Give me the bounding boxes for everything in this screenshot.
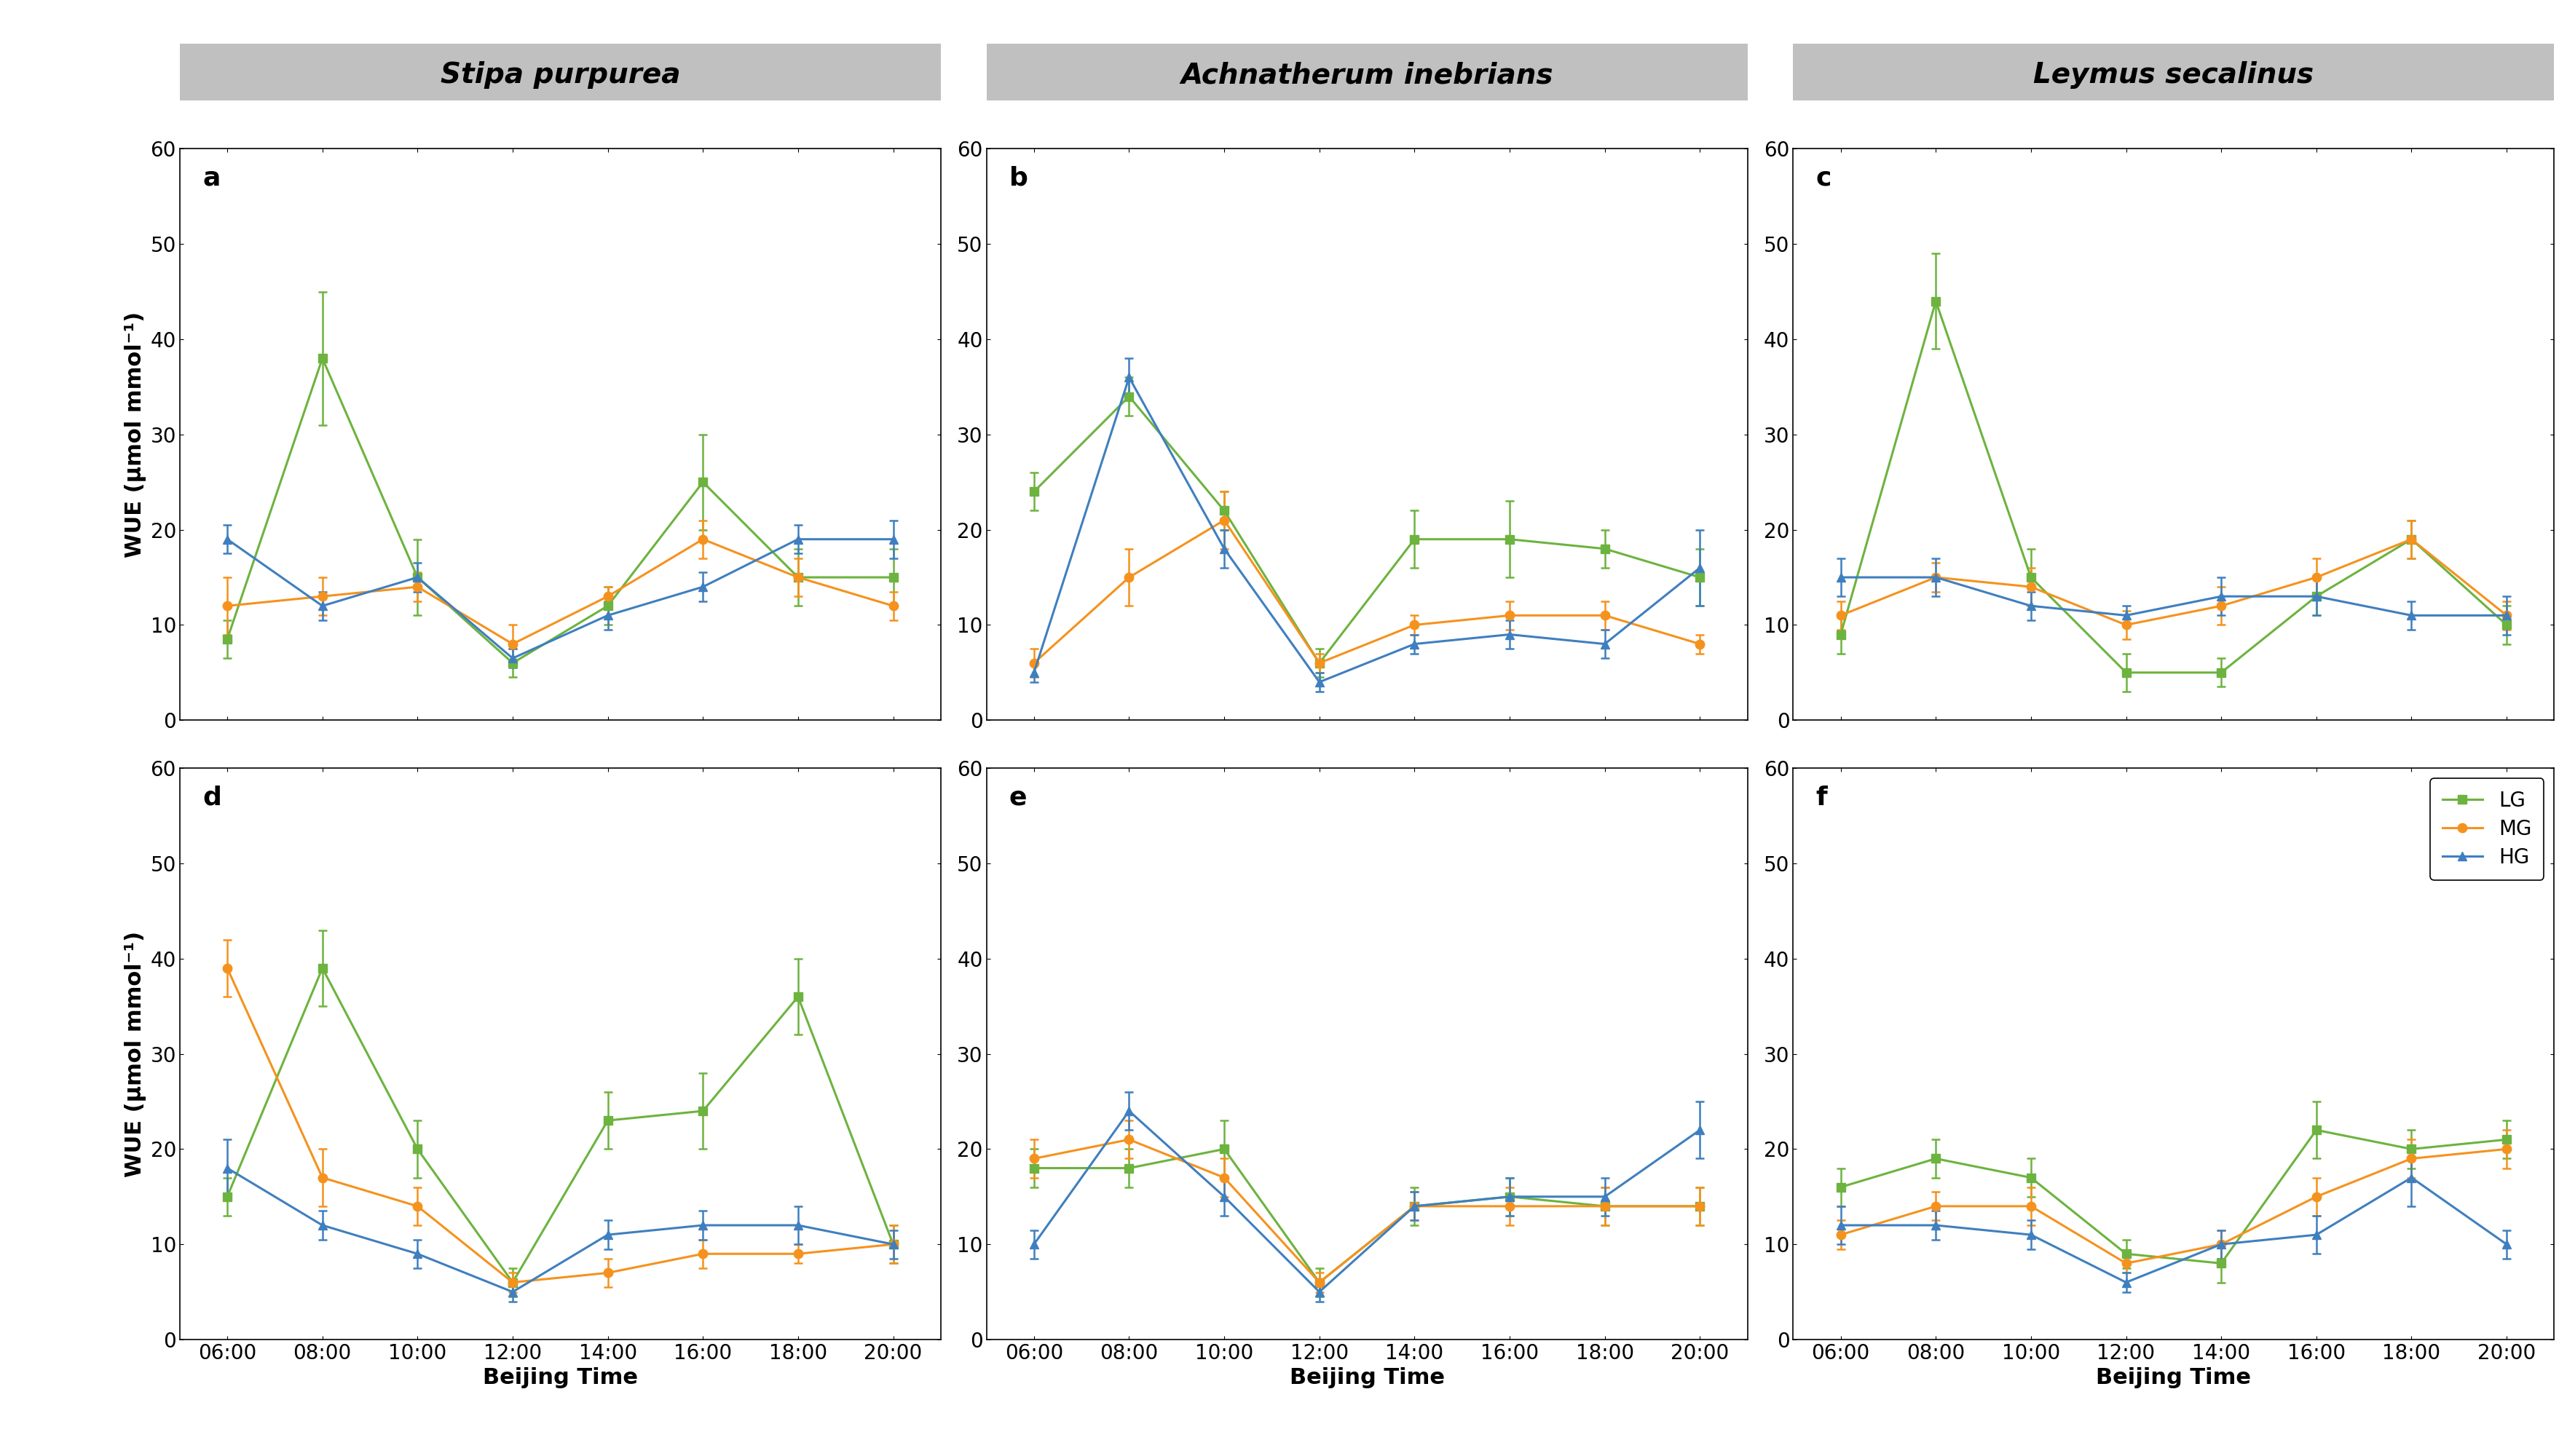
Text: b: b [1009, 166, 1027, 191]
Text: f: f [1815, 785, 1828, 810]
X-axis label: Beijing Time: Beijing Time [483, 1367, 637, 1389]
Y-axis label: WUE (μmol mmol⁻¹): WUE (μmol mmol⁻¹) [123, 312, 146, 558]
Text: d: d [203, 785, 221, 810]
Text: Leymus secalinus: Leymus secalinus [2033, 61, 2313, 89]
Text: a: a [203, 166, 221, 191]
Legend: LG, MG, HG: LG, MG, HG [2431, 779, 2544, 879]
Text: Achnatherum inebrians: Achnatherum inebrians [1181, 61, 1553, 89]
Y-axis label: WUE (μmol mmol⁻¹): WUE (μmol mmol⁻¹) [123, 930, 146, 1176]
Text: c: c [1815, 166, 1830, 191]
Text: e: e [1009, 785, 1027, 810]
Text: Stipa purpurea: Stipa purpurea [439, 61, 680, 89]
X-axis label: Beijing Time: Beijing Time [1289, 1367, 1445, 1389]
X-axis label: Beijing Time: Beijing Time [2097, 1367, 2251, 1389]
